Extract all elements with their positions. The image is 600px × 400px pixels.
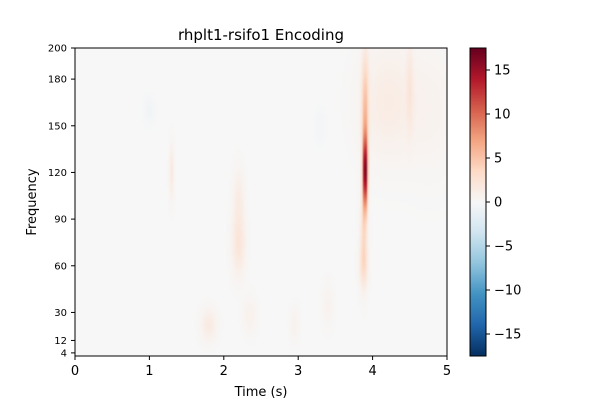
colorbar-tick-label: 5 bbox=[494, 152, 502, 167]
y-tick-label: 60 bbox=[54, 261, 67, 272]
x-tick-label: 0 bbox=[71, 364, 79, 379]
x-axis: 0 1 2 3 4 5 bbox=[71, 356, 451, 379]
y-tick-label: 90 bbox=[54, 215, 67, 226]
colorbar-tick-label: −15 bbox=[494, 328, 521, 343]
colorbar-tick-label: −10 bbox=[494, 284, 521, 299]
x-tick-label: 5 bbox=[443, 364, 451, 379]
y-tick-label: 180 bbox=[48, 75, 67, 86]
colorbar-axis: 15 10 5 0 −5 −10 −15 bbox=[486, 64, 521, 343]
x-tick-label: 4 bbox=[368, 364, 376, 379]
colorbar-tick-label: 0 bbox=[494, 196, 502, 211]
y-axis: 412 30 60 90 120 150 180 200 bbox=[48, 44, 75, 359]
plot-frame bbox=[74, 47, 448, 357]
colorbar-tick-label: −5 bbox=[494, 240, 513, 255]
colorbar-tick-label: 15 bbox=[494, 64, 511, 79]
colorbar-tick-label: 10 bbox=[494, 108, 511, 123]
y-tick-label: 4 bbox=[61, 348, 67, 359]
x-axis-label: Time (s) bbox=[234, 385, 288, 400]
y-tick-label: 150 bbox=[48, 121, 67, 132]
colorbar-gradient bbox=[470, 48, 486, 356]
x-tick-label: 2 bbox=[220, 364, 228, 379]
x-tick-label: 3 bbox=[294, 364, 302, 379]
y-tick-label: 12 bbox=[54, 336, 67, 347]
chart-title: rhplt1-rsifo1 Encoding bbox=[178, 26, 344, 44]
y-tick-label: 200 bbox=[48, 44, 67, 55]
heatmap-image bbox=[75, 48, 447, 356]
x-tick-label: 1 bbox=[145, 364, 153, 379]
y-axis-label: Frequency bbox=[25, 168, 40, 235]
y-tick-label: 30 bbox=[54, 308, 67, 319]
y-tick-label: 120 bbox=[48, 168, 67, 179]
